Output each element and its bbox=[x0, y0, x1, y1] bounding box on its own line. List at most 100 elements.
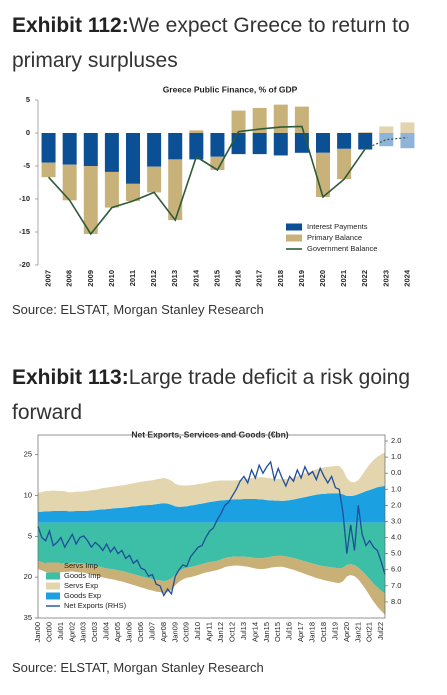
source: Source: ELSTAT, Morgan Stanley Research bbox=[12, 302, 264, 317]
bar-segment bbox=[337, 148, 352, 180]
y2-tick-label: 3.0 bbox=[391, 516, 401, 525]
bar-segment bbox=[316, 133, 330, 153]
bar-segment bbox=[41, 133, 56, 163]
y-tick-label: -20 bbox=[19, 260, 30, 269]
y-tick-label: 10 bbox=[24, 490, 32, 499]
bar-segment bbox=[210, 156, 225, 170]
bar-segment bbox=[316, 152, 330, 198]
y-tick-label: 35 bbox=[24, 613, 32, 622]
chart-title: Greece Public Finance, % of GDP bbox=[163, 84, 298, 94]
legend-swatch bbox=[46, 592, 60, 600]
legend-swatch bbox=[286, 223, 302, 231]
x-tick-label: 2023 bbox=[381, 270, 390, 287]
x-tick-label: 2022 bbox=[360, 270, 369, 287]
y-tick-label: 25 bbox=[24, 450, 32, 459]
bar-segment bbox=[83, 166, 98, 234]
x-tick-label: 2011 bbox=[128, 270, 137, 286]
y2-tick-label: 5.0 bbox=[391, 549, 401, 558]
x-tick-label: Jul19 bbox=[330, 622, 339, 640]
exhibit-heading: Exhibit 112:We expect Greece to return t… bbox=[12, 8, 437, 78]
x-tick-label: Apr05 bbox=[113, 622, 122, 642]
x-tick-label: Oct06 bbox=[136, 622, 145, 642]
x-tick-label: 2012 bbox=[149, 270, 158, 287]
y2-tick-label: 8.0 bbox=[391, 597, 401, 606]
exhibit-label: Exhibit 113: bbox=[12, 366, 129, 389]
bar-segment bbox=[62, 133, 77, 165]
x-tick-label: Jul10 bbox=[193, 622, 202, 640]
legend-label: Servs Imp bbox=[64, 561, 98, 570]
legend-label: Interest Payments bbox=[307, 222, 368, 231]
line-series-forecast bbox=[364, 137, 408, 150]
x-tick-label: Jul04 bbox=[102, 622, 111, 640]
chart: Greece Public Finance, % of GDP 5 0 -5 -10 -… bbox=[19, 84, 415, 287]
y-tick-label: -10 bbox=[19, 194, 30, 203]
bar-segment bbox=[400, 122, 415, 133]
bar-segment bbox=[358, 133, 373, 150]
x-tick-label: 2024 bbox=[402, 269, 411, 287]
y-tick-label: 20 bbox=[24, 572, 32, 581]
chart-title: Net Exports, Services and Goods (€bn) bbox=[131, 429, 288, 439]
y2-tick-label: 6.0 bbox=[391, 565, 401, 574]
x-tick-label: 2017 bbox=[255, 270, 264, 287]
line-series bbox=[37, 460, 386, 597]
x-tick-label: 2021 bbox=[339, 270, 348, 287]
x-tick-label: 2009 bbox=[86, 270, 95, 287]
x-tick-label: 2010 bbox=[107, 270, 116, 287]
x-tick-label: 2019 bbox=[297, 270, 306, 287]
bar-segment bbox=[210, 133, 225, 157]
x-tick-label: Jan00 bbox=[33, 622, 42, 642]
bar-segment bbox=[252, 107, 267, 133]
y2-tick-label: 7.0 bbox=[391, 581, 401, 590]
bar-segment bbox=[62, 164, 77, 201]
x-tick-label: Jan15 bbox=[262, 622, 271, 642]
x-tick-label: Jul22 bbox=[376, 622, 385, 640]
x-tick-label: Oct18 bbox=[319, 622, 328, 642]
legend-label: Net Exports (RHS) bbox=[64, 601, 127, 610]
bar-segment bbox=[83, 133, 98, 166]
y2-tick-label: 1.0 bbox=[391, 452, 401, 461]
x-tick-label: Apr14 bbox=[250, 622, 259, 642]
exhibit-title: We expect Greece to return to primary su… bbox=[12, 14, 410, 72]
bar-segment bbox=[147, 133, 162, 167]
x-tick-label: Jan03 bbox=[79, 622, 88, 642]
bar-segment bbox=[147, 166, 162, 193]
legend-label: Goods Imp bbox=[64, 571, 101, 580]
x-tick-label: Jan06 bbox=[125, 622, 134, 642]
area-series bbox=[38, 522, 385, 594]
x-tick-label: Jul13 bbox=[239, 622, 248, 640]
x-tick-label: Jan18 bbox=[308, 622, 317, 642]
y-tick-label: -5 bbox=[23, 161, 30, 170]
x-tick-label: 2020 bbox=[318, 270, 327, 287]
y-tick-label: -15 bbox=[19, 227, 30, 236]
legend-swatch bbox=[46, 582, 60, 590]
bar-segment bbox=[231, 133, 246, 155]
x-tick-label: 2007 bbox=[44, 270, 53, 287]
bar-segment bbox=[189, 130, 204, 133]
x-tick-label: Jan21 bbox=[353, 622, 362, 642]
x-tick-label: Apr17 bbox=[296, 622, 305, 642]
x-tick-label: Jan12 bbox=[216, 622, 225, 642]
bar-segment bbox=[273, 104, 288, 133]
legend-swatch bbox=[286, 234, 302, 242]
x-tick-label: Jan09 bbox=[170, 622, 179, 642]
bar-segment bbox=[379, 126, 394, 133]
area-series bbox=[38, 485, 385, 523]
x-tick-label: Jul07 bbox=[147, 622, 156, 640]
y2-tick-label: 2.0 bbox=[391, 436, 401, 445]
bar-segment bbox=[379, 133, 394, 147]
x-tick-label: 2015 bbox=[212, 270, 221, 287]
x-tick-label: 2016 bbox=[234, 270, 243, 287]
x-tick-label: Apr02 bbox=[67, 622, 76, 642]
bar-segment bbox=[337, 133, 352, 149]
bar-segment bbox=[231, 110, 246, 133]
y2-tick-label: 2.0 bbox=[391, 500, 401, 509]
y2-tick-label: 1.0 bbox=[391, 484, 401, 493]
x-tick-label: Apr20 bbox=[342, 622, 351, 642]
source: Source: ELSTAT, Morgan Stanley Research bbox=[12, 660, 264, 675]
x-tick-label: Oct15 bbox=[273, 622, 282, 642]
legend-label: Goods Exp bbox=[64, 591, 101, 600]
x-tick-label: Oct12 bbox=[227, 622, 236, 642]
bar-segment bbox=[104, 171, 119, 208]
bar-segment bbox=[252, 133, 267, 155]
